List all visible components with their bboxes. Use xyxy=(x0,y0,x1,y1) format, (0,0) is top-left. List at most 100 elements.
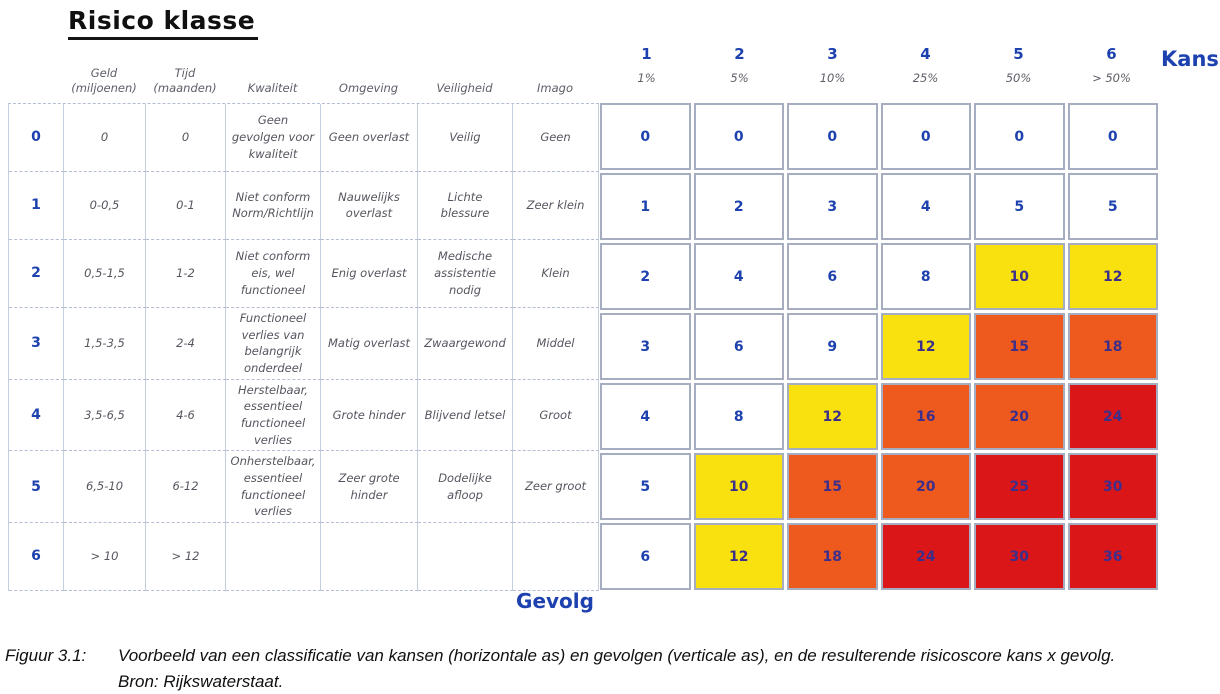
consequence-cell-geld: 6,5-10 xyxy=(64,451,146,524)
risk-score-cell: 3 xyxy=(600,313,691,380)
risk-score-cell: 2 xyxy=(600,243,691,310)
risk-score-cell: 36 xyxy=(1067,523,1158,590)
risk-score-cell: 24 xyxy=(880,523,971,590)
consequence-cell-veiligheid: Zwaargewond xyxy=(418,307,513,380)
column-header-geld: Geld (miljoenen) xyxy=(71,65,137,96)
consequence-cell-kwaliteit: Niet conform Norm/Richtlijn xyxy=(226,171,321,240)
gevolg-class-number: 0 xyxy=(9,104,64,172)
risk-score-cell: 15 xyxy=(787,453,878,520)
risk-score-cell: 10 xyxy=(974,243,1065,310)
consequence-cell-tijd: 6-12 xyxy=(146,451,226,524)
column-header-imago: Imago xyxy=(537,81,573,96)
consequence-cell-tijd: 0-1 xyxy=(146,171,226,240)
risk-score-cell: 5 xyxy=(600,453,691,520)
risk-score-cell: 30 xyxy=(1067,453,1158,520)
consequence-cell-tijd: 1-2 xyxy=(146,239,226,308)
consequence-cell-imago xyxy=(513,523,599,591)
kans-class-number: 1 xyxy=(641,45,652,63)
consequence-table-header-row: Geld (miljoenen) Tijd (maanden) Kwaliteit O… xyxy=(8,50,598,102)
consequence-cell-omgeving: Geen overlast xyxy=(321,104,418,172)
risk-score-cell: 0 xyxy=(600,103,691,170)
risk-score-cell: 5 xyxy=(974,173,1065,240)
risk-score-cell: 20 xyxy=(880,453,971,520)
risk-score-cell: 8 xyxy=(880,243,971,310)
consequence-cell-geld: 0 xyxy=(64,104,146,172)
kans-class-number: 6 xyxy=(1106,45,1117,63)
kans-class-number: 3 xyxy=(827,45,838,63)
consequence-cell-imago: Klein xyxy=(513,239,599,308)
risk-score-cell: 30 xyxy=(974,523,1065,590)
risk-score-cell: 12 xyxy=(880,313,971,380)
risk-score-cell: 12 xyxy=(693,523,784,590)
column-header-veiligheid: Veiligheid xyxy=(436,81,493,96)
consequence-cell-veiligheid: Lichte blessure xyxy=(418,171,513,240)
risk-score-cell: 1 xyxy=(600,173,691,240)
consequence-cell-omgeving: Enig overlast xyxy=(321,239,418,308)
consequence-cell-tijd: 2-4 xyxy=(146,307,226,380)
column-header-tijd: Tijd (maanden) xyxy=(153,65,217,96)
risk-score-cell: 15 xyxy=(974,313,1065,380)
consequence-cell-veiligheid xyxy=(418,523,513,591)
consequence-cell-geld: 0-0,5 xyxy=(64,171,146,240)
consequence-cell-tijd: > 12 xyxy=(146,523,226,591)
risk-score-cell: 4 xyxy=(880,173,971,240)
risk-score-cell: 0 xyxy=(880,103,971,170)
column-header-empty xyxy=(8,97,63,102)
consequence-cell-kwaliteit: Niet conform eis, wel functioneel xyxy=(226,239,321,308)
gevolg-class-number: 3 xyxy=(9,307,64,380)
figure-caption-text: Voorbeeld van een classificatie van kans… xyxy=(118,646,1116,691)
consequence-cell-omgeving: Matig overlast xyxy=(321,307,418,380)
consequence-cell-geld: 1,5-3,5 xyxy=(64,307,146,380)
risk-score-matrix: 0 0 0 0 0 0 1 2 3 4 5 5 2 4 6 8 10 12 3 6 9 12 15 18 4 8 12 16 20 24 5… xyxy=(600,103,1158,590)
consequence-cell-imago: Geen xyxy=(513,104,599,172)
risk-score-cell: 0 xyxy=(1067,103,1158,170)
gevolg-axis-label: Gevolg xyxy=(516,589,594,613)
consequence-cell-veiligheid: Veilig xyxy=(418,104,513,172)
kans-probability: 10% xyxy=(819,71,846,85)
gevolg-class-number: 2 xyxy=(9,239,64,308)
consequence-cell-imago: Zeer groot xyxy=(513,451,599,524)
kans-class-number: 2 xyxy=(734,45,745,63)
gevolg-class-number: 1 xyxy=(9,171,64,240)
risk-score-cell: 12 xyxy=(787,383,878,450)
risk-score-cell: 2 xyxy=(693,173,784,240)
gevolg-class-number: 5 xyxy=(9,451,64,524)
kans-axis-label: Kans xyxy=(1161,47,1219,71)
consequence-cell-geld: 3,5-6,5 xyxy=(64,379,146,452)
kans-column-header: 3 10% xyxy=(786,45,879,85)
consequence-cell-tijd: 4-6 xyxy=(146,379,226,452)
risk-score-cell: 4 xyxy=(600,383,691,450)
consequence-cell-kwaliteit: Onherstelbaar, essentieel functioneel ve… xyxy=(226,451,321,524)
risk-score-cell: 6 xyxy=(693,313,784,380)
consequence-cell-kwaliteit xyxy=(226,523,321,591)
gevolg-class-number: 4 xyxy=(9,379,64,452)
risk-score-cell: 8 xyxy=(693,383,784,450)
risk-score-cell: 4 xyxy=(693,243,784,310)
consequence-cell-tijd: 0 xyxy=(146,104,226,172)
risk-score-cell: 24 xyxy=(1067,383,1158,450)
kans-class-number: 4 xyxy=(920,45,931,63)
consequence-cell-veiligheid: Blijvend letsel xyxy=(418,379,513,452)
risk-score-cell: 20 xyxy=(974,383,1065,450)
consequence-cell-veiligheid: Medische assistentie nodig xyxy=(418,239,513,308)
risk-score-cell: 18 xyxy=(787,523,878,590)
risk-score-cell: 3 xyxy=(787,173,878,240)
kans-probability: 25% xyxy=(912,71,939,85)
kans-header-row: 1 1% 2 5% 3 10% 4 25% 5 50% 6 > 50% xyxy=(600,45,1158,85)
kans-probability: > 50% xyxy=(1092,71,1131,85)
gevolg-class-number: 6 xyxy=(9,523,64,591)
consequence-table: 0 0 0 Geen gevolgen voor kwaliteit Geen over… xyxy=(8,103,599,591)
consequence-cell-geld: 0,5-1,5 xyxy=(64,239,146,308)
consequence-cell-omgeving: Zeer grote hinder xyxy=(321,451,418,524)
kans-column-header: 1 1% xyxy=(600,45,693,85)
risk-score-cell: 6 xyxy=(600,523,691,590)
risk-score-cell: 12 xyxy=(1067,243,1158,310)
figure-title: Risico klasse xyxy=(68,6,259,40)
consequence-cell-geld: > 10 xyxy=(64,523,146,591)
risk-score-cell: 6 xyxy=(787,243,878,310)
consequence-cell-omgeving: Nauwelijks overlast xyxy=(321,171,418,240)
consequence-cell-kwaliteit: Herstelbaar, essentieel functioneel verl… xyxy=(226,379,321,452)
consequence-cell-omgeving: Grote hinder xyxy=(321,379,418,452)
consequence-cell-kwaliteit: Geen gevolgen voor kwaliteit xyxy=(226,104,321,172)
